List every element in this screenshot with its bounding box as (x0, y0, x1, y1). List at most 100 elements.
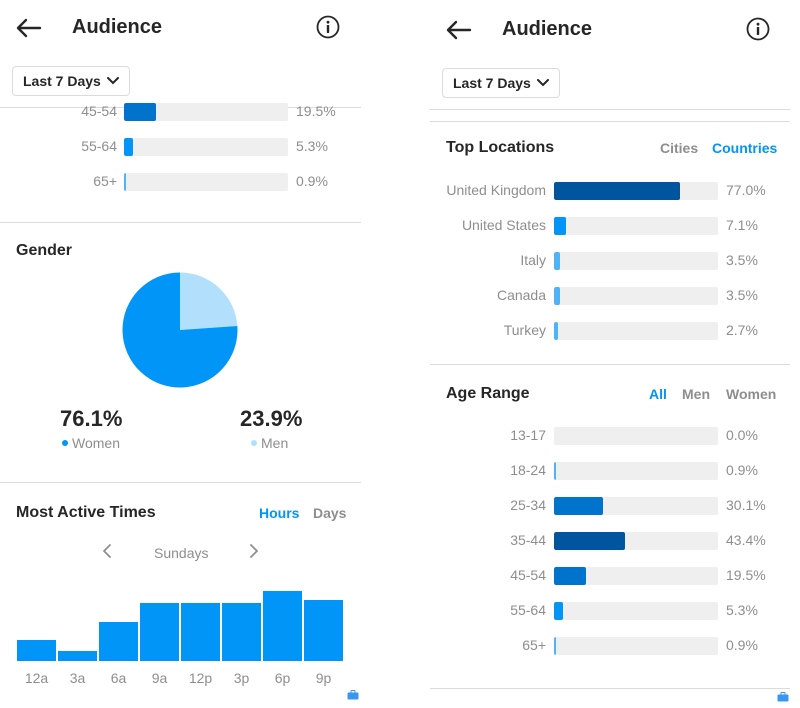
tab-cities[interactable]: Cities (660, 140, 699, 156)
tab-days[interactable]: Days (313, 505, 347, 521)
divider (0, 482, 361, 483)
tab-countries[interactable]: Countries (712, 140, 778, 156)
bar-fill (554, 252, 560, 270)
date-range-dropdown[interactable]: Last 7 Days (442, 68, 560, 98)
bar-value: 3.5% (726, 252, 758, 268)
bar-row: United States 7.1% (430, 215, 790, 237)
bar-row: 65+ 0.9% (430, 635, 790, 657)
bar-track (124, 173, 288, 191)
bar-value: 7.1% (726, 217, 758, 233)
bar-label: 65+ (522, 637, 546, 653)
bar-value: 0.9% (296, 173, 328, 189)
bar-row: United Kingdom 77.0% (430, 180, 790, 202)
audience-panel-right: Audience Last 7 Days Top Locations Citie… (430, 0, 790, 708)
gender-pie-chart (122, 272, 238, 388)
chevron-left-icon[interactable] (100, 543, 114, 559)
hour-tick-label: 9a (151, 670, 168, 686)
women-percentage: 76.1% (60, 406, 123, 431)
bar-label: 35-44 (510, 532, 546, 548)
bar-row: 45-54 19.5% (0, 101, 361, 123)
chevron-down-icon (536, 79, 549, 87)
hour-tick-label: 9p (315, 670, 332, 686)
bar-fill (554, 637, 556, 655)
bar-value: 3.5% (726, 287, 758, 303)
divider (430, 109, 790, 110)
hour-tick-label: 12a (24, 670, 49, 686)
hour-bar (58, 650, 97, 661)
bar-track (554, 497, 718, 515)
hour-tick-label: 12p (188, 670, 213, 686)
page-title: Audience (72, 16, 163, 38)
bar-row: 65+ 0.9% (0, 171, 361, 193)
tab-men[interactable]: Men (682, 386, 710, 402)
bar-track (554, 287, 718, 305)
hour-tick-label: 3a (69, 670, 86, 686)
tab-hours[interactable]: Hours (259, 505, 300, 521)
men-percentage: 23.9% (240, 406, 303, 431)
gender-title: Gender (16, 242, 73, 259)
arrow-left-icon[interactable] (444, 18, 474, 42)
tab-all[interactable]: All (649, 386, 667, 402)
bar-label: United States (461, 217, 546, 233)
men-label: Men (261, 435, 289, 451)
bar-track (554, 462, 718, 480)
men-legend: Men (251, 435, 288, 451)
bar-fill (554, 567, 586, 585)
bar-label: 13-17 (510, 427, 546, 443)
bar-fill (554, 287, 560, 305)
men-dot (251, 440, 257, 446)
bar-value: 77.0% (726, 182, 766, 198)
pie-slice-women (122, 272, 238, 388)
bar-value: 5.3% (296, 138, 328, 154)
chevron-down-icon (106, 77, 119, 85)
bar-track (554, 567, 718, 585)
bar-fill (554, 217, 566, 235)
bar-row: 55-64 5.3% (430, 600, 790, 622)
bar-fill (554, 322, 559, 340)
bar-label: 45-54 (510, 567, 546, 583)
tab-women[interactable]: Women (726, 386, 777, 402)
bar-label: Canada (496, 287, 546, 303)
bar-value: 2.7% (726, 322, 758, 338)
bar-row: 45-54 19.5% (430, 565, 790, 587)
bar-row: 25-34 30.1% (430, 495, 790, 517)
bar-fill (124, 103, 156, 121)
hour-tick-label: 6a (110, 670, 127, 686)
bar-label: 25-34 (510, 497, 546, 513)
info-circle-icon[interactable] (746, 17, 770, 41)
bar-fill (554, 497, 604, 515)
bar-row: Canada 3.5% (430, 285, 790, 307)
audience-panel-left: Audience Last 7 Days 45-54 19.5% 55-64 5.3%… (0, 0, 361, 708)
bar-track (554, 322, 718, 340)
hour-bar (140, 603, 179, 661)
bar-row: 18-24 0.9% (430, 460, 790, 482)
bar-track (554, 602, 718, 620)
chevron-right-icon[interactable] (247, 543, 261, 559)
bar-track (554, 217, 718, 235)
hour-tick-label: 6p (274, 670, 291, 686)
hour-bar (263, 591, 302, 661)
bar-label: 55-64 (81, 138, 117, 154)
day-label: Sundays (154, 545, 209, 561)
panel-gap (361, 0, 430, 708)
bar-value: 0.9% (726, 462, 758, 478)
bar-row: 55-64 5.3% (0, 136, 361, 158)
briefcase-icon (777, 692, 789, 702)
bar-track (554, 637, 718, 655)
bar-label: 45-54 (81, 103, 117, 119)
women-legend: Women (62, 435, 120, 451)
bar-track (124, 138, 288, 156)
info-circle-icon[interactable] (316, 15, 340, 39)
arrow-left-icon[interactable] (14, 16, 44, 40)
bar-row: Turkey 2.7% (430, 320, 790, 342)
bar-label: Turkey (503, 322, 546, 338)
date-range-dropdown[interactable]: Last 7 Days (12, 66, 130, 96)
bar-label: 55-64 (510, 602, 546, 618)
bar-value: 19.5% (296, 103, 336, 119)
bar-label: United Kingdom (446, 182, 546, 198)
bar-track (554, 182, 718, 200)
women-dot (62, 440, 68, 446)
bar-row: Italy 3.5% (430, 250, 790, 272)
header: Audience (0, 0, 361, 56)
hour-bar (99, 621, 138, 661)
